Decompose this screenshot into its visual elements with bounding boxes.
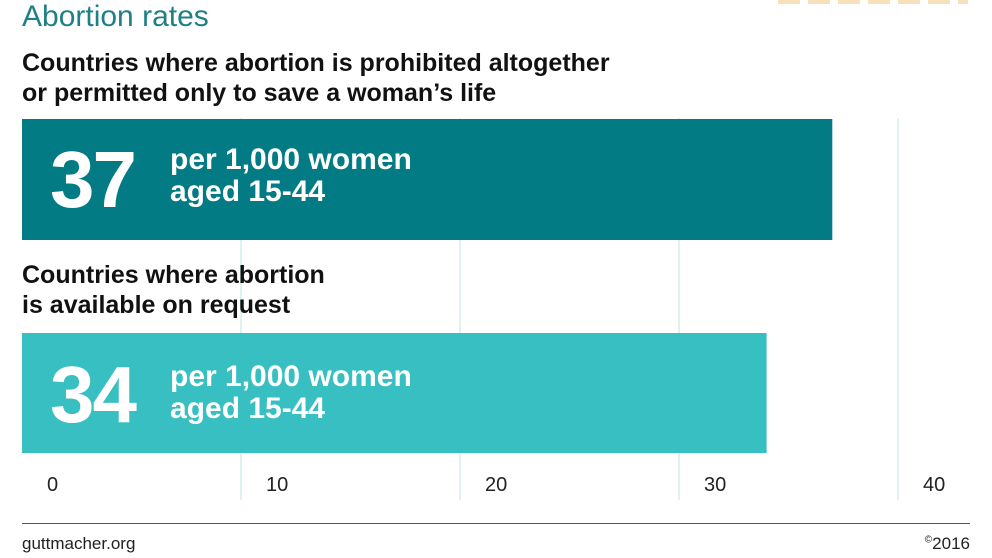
x-tick-label: 20 — [485, 474, 508, 496]
copyright-notice: ©2016 — [925, 534, 970, 554]
copyright-year: 2016 — [932, 534, 970, 553]
footer-divider — [22, 523, 970, 524]
x-tick-label: 40 — [923, 474, 946, 496]
category-label-line: Countries where abortion is prohibited a… — [22, 49, 610, 77]
bar — [22, 333, 767, 453]
chart-title: Abortion rates — [22, 0, 209, 33]
bar — [22, 119, 833, 240]
copyright-symbol: © — [924, 534, 933, 546]
x-tick-label: 0 — [47, 474, 59, 496]
category-label-line: is available on request — [22, 291, 291, 319]
bar-unit-label: per 1,000 women aged 15-44 — [170, 361, 470, 425]
x-tick-label: 30 — [704, 474, 727, 496]
bar-unit-line: per 1,000 women — [170, 360, 412, 393]
bar-unit-line: aged 15-44 — [170, 175, 326, 208]
source-link[interactable]: guttmacher.org — [22, 534, 136, 553]
category-label-on-request: Countries where abortion is available on… — [22, 260, 782, 320]
logo-fragment — [778, 0, 968, 4]
category-label-line: or permitted only to save a woman’s life — [22, 79, 497, 107]
bar-unit-line: per 1,000 women — [170, 143, 412, 176]
x-tick-label: 10 — [266, 474, 289, 496]
category-label-line: Countries where abortion — [22, 261, 325, 289]
bar-unit-line: aged 15-44 — [170, 392, 326, 425]
bar-value-label: 37 — [50, 135, 137, 224]
category-label-prohibited: Countries where abortion is prohibited a… — [22, 48, 782, 108]
bar-value-label: 34 — [50, 350, 137, 439]
bar-unit-label: per 1,000 women aged 15-44 — [170, 144, 470, 208]
